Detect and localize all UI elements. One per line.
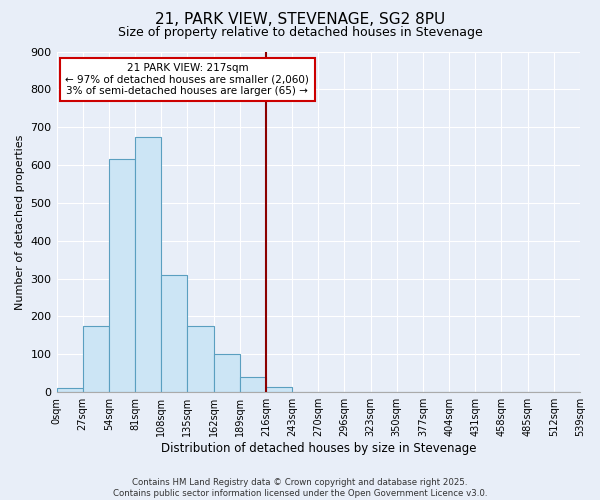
Bar xyxy=(161,275,187,392)
Bar xyxy=(187,326,214,392)
Bar xyxy=(109,160,135,392)
Bar xyxy=(214,354,240,392)
Y-axis label: Number of detached properties: Number of detached properties xyxy=(15,134,25,310)
Bar xyxy=(135,136,161,392)
Text: Size of property relative to detached houses in Stevenage: Size of property relative to detached ho… xyxy=(118,26,482,39)
Bar xyxy=(266,386,292,392)
Text: 21 PARK VIEW: 217sqm
← 97% of detached houses are smaller (2,060)
3% of semi-det: 21 PARK VIEW: 217sqm ← 97% of detached h… xyxy=(65,63,310,96)
Text: 21, PARK VIEW, STEVENAGE, SG2 8PU: 21, PARK VIEW, STEVENAGE, SG2 8PU xyxy=(155,12,445,28)
X-axis label: Distribution of detached houses by size in Stevenage: Distribution of detached houses by size … xyxy=(161,442,476,455)
Text: Contains HM Land Registry data © Crown copyright and database right 2025.
Contai: Contains HM Land Registry data © Crown c… xyxy=(113,478,487,498)
Bar xyxy=(83,326,109,392)
Bar xyxy=(56,388,83,392)
Bar xyxy=(240,377,266,392)
